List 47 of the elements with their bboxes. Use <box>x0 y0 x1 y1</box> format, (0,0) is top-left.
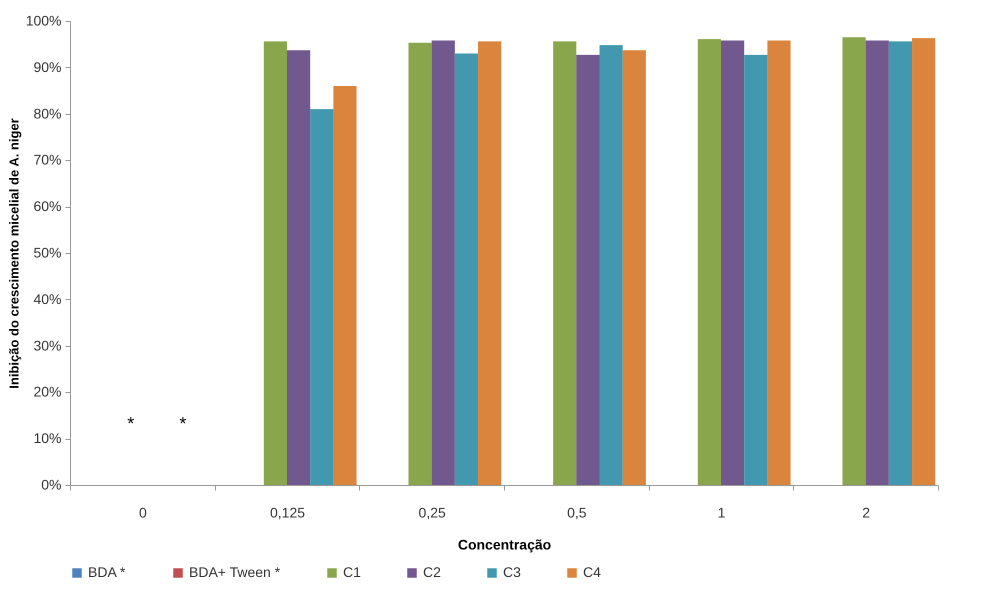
y-tick-label: 90% <box>33 58 62 75</box>
y-tick-label: 50% <box>33 244 62 260</box>
bar <box>333 86 357 485</box>
y-tick-label: 0% <box>41 476 62 492</box>
x-tick-label: 1 <box>718 504 726 520</box>
bar <box>310 109 334 485</box>
legend-label: BDA+ Tween * <box>189 564 281 580</box>
bar <box>767 40 791 485</box>
bar <box>912 38 936 485</box>
y-tick-label: 40% <box>33 290 62 307</box>
bar <box>866 40 889 485</box>
x-axis-title: Concentração <box>458 536 552 552</box>
x-tick-label: 0,5 <box>567 504 587 520</box>
bar <box>287 50 310 485</box>
y-tick-label: 30% <box>33 337 62 354</box>
legend-label: C2 <box>423 564 442 580</box>
legend-label: C4 <box>583 564 602 580</box>
y-tick-label: 60% <box>33 198 62 214</box>
bar <box>698 39 721 485</box>
y-tick-label: 100% <box>26 12 62 28</box>
bar <box>478 41 502 485</box>
bar <box>408 42 432 485</box>
bar <box>553 41 576 485</box>
y-tick-label: 20% <box>33 384 62 400</box>
x-tick-label: 0,25 <box>418 504 446 520</box>
bar <box>888 41 912 485</box>
x-tick-label: 2 <box>862 504 870 520</box>
y-axis-title: Inibição do crescimento micelial de A. niger <box>6 118 22 389</box>
legend-label: BDA * <box>88 564 126 580</box>
bar <box>744 54 768 485</box>
bar <box>264 41 287 485</box>
bar <box>576 54 600 485</box>
bar <box>721 40 744 485</box>
y-tick-label: 80% <box>33 105 62 122</box>
y-tick-label: 10% <box>33 430 62 446</box>
bar <box>432 40 455 485</box>
x-tick-label: 0,125 <box>270 504 306 520</box>
x-tick-label: 0 <box>138 504 147 520</box>
y-tick-label: 70% <box>33 152 62 168</box>
bar <box>600 45 623 485</box>
annotation: * <box>127 414 134 434</box>
legend-label: C1 <box>343 564 362 580</box>
annotation: * <box>179 414 186 434</box>
bar <box>622 50 646 485</box>
bar <box>842 37 866 485</box>
legend-label: C3 <box>503 564 522 580</box>
bar <box>454 53 478 485</box>
